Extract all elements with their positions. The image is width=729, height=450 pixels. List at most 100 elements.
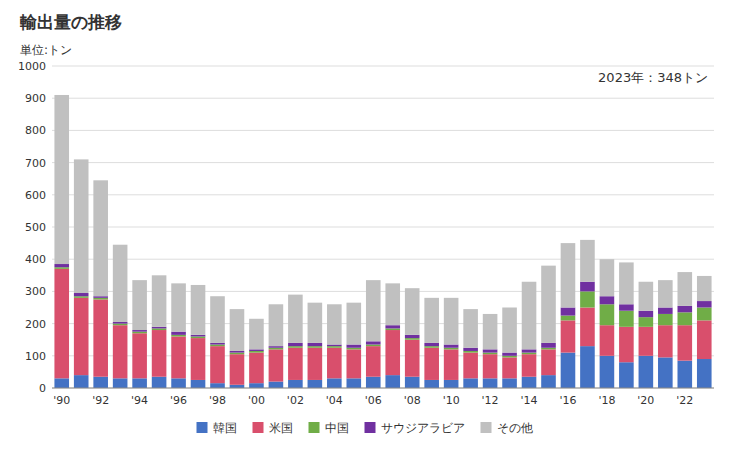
bar-segment: 米国: 90: [346, 349, 361, 378]
bar-segment: 中国: 5: [54, 267, 69, 269]
bar-segment: 韓国: 100: [639, 356, 654, 388]
bar-segment: 米国: 95: [600, 325, 615, 356]
bar-segment: その他: 190: [366, 280, 381, 341]
bar-segment: 中国: 5: [346, 348, 361, 350]
bar-segment: その他: 155: [191, 285, 206, 335]
bar-segment: 中国: 5: [522, 353, 537, 355]
bar-segment: サウジアラビア: 10: [424, 343, 439, 346]
y-tick-label: 600: [25, 189, 46, 202]
bar-segment: その他: 125: [308, 303, 323, 343]
bar-segment: その他: 90: [639, 282, 654, 311]
legend-item: 米国: [253, 421, 293, 435]
bar-segment: 米国: 95: [230, 354, 245, 385]
bar-segment: サウジアラビア: 10: [483, 349, 498, 352]
bar-segment: サウジアラビア: 10: [74, 293, 89, 296]
bar-segment: サウジアラビア: 30: [580, 282, 595, 292]
bar-segment: サウジアラビア: 10: [405, 335, 420, 338]
bar-segment: 米国: 110: [677, 325, 692, 360]
bar-segment: サウジアラビア: 10: [54, 264, 69, 267]
x-tick-label: '10: [443, 394, 460, 407]
bar-segment: 韓国: 35: [405, 377, 420, 388]
legend-item: 韓国: [197, 421, 237, 435]
bar-segment: サウジアラビア: 10: [171, 332, 186, 335]
bar-segment: その他: 145: [210, 296, 225, 343]
bar-segment: 中国: 5: [541, 348, 556, 350]
bar-segment: その他: 200: [561, 243, 576, 307]
bar-segment: サウジアラビア: 10: [346, 345, 361, 348]
y-tick-label: 500: [25, 221, 46, 234]
bar-segment: 韓国: 30: [54, 378, 69, 388]
bar-segment: サウジアラビア: 10: [444, 345, 459, 348]
bar-segment: 韓国: 110: [561, 353, 576, 388]
bar-segment: 韓国: 25: [308, 380, 323, 388]
bar-segment: 韓国: 80: [619, 362, 634, 388]
bar-segment: その他: 105: [677, 272, 692, 306]
bar-segment: サウジアラビア: 20: [658, 308, 673, 314]
x-tick-label: '22: [676, 394, 693, 407]
bar-segment: 韓国: 95: [658, 357, 673, 388]
bar-segment: その他: 415: [74, 159, 89, 293]
bar-segment: 中国: 5: [249, 351, 264, 353]
x-tick-label: '00: [248, 394, 265, 407]
bar-segment: その他: 130: [346, 303, 361, 345]
bar-segment: 中国: 5: [424, 346, 439, 348]
grid-line: [52, 227, 714, 228]
x-tick-label: '02: [287, 394, 304, 407]
bar-segment: 中国: 35: [658, 314, 673, 325]
bar-segment: 韓国: 100: [600, 356, 615, 388]
x-tick-label: '16: [559, 394, 576, 407]
bar-segment: 米国: 140: [132, 333, 147, 378]
bar-segment: その他: 130: [230, 309, 245, 351]
bar-segment: その他: 155: [132, 280, 147, 330]
bar-segment: 中国: 5: [171, 335, 186, 337]
x-tick-label: '08: [404, 394, 421, 407]
bar-segment: その他: 140: [502, 308, 517, 353]
grid-line: [52, 355, 714, 356]
y-tick-label: 300: [25, 285, 46, 298]
x-tick-label: '20: [637, 394, 654, 407]
bar-segment: サウジアラビア: 10: [385, 325, 400, 328]
bar-segment: 米国: 95: [249, 353, 264, 384]
bar-segment: 米国: 130: [191, 338, 206, 380]
grid: [52, 66, 714, 388]
bar-segment: サウジアラビア: 5: [210, 343, 225, 345]
bar-segment: 米国: 130: [171, 336, 186, 378]
bar-segment: 韓国: 40: [74, 375, 89, 388]
bar-segment: 中国: 5: [191, 336, 206, 338]
bar-segment: 中国: 50: [619, 311, 634, 327]
bar-segment: サウジアラビア: 5: [93, 296, 108, 298]
x-tick-label: '14: [521, 394, 538, 407]
bar-segment: サウジアラビア: 10: [463, 348, 478, 351]
bar-segment: その他: 160: [152, 275, 167, 327]
bar-segment: 韓国: 30: [327, 378, 342, 388]
bar-segment: サウジアラビア: 5: [269, 346, 284, 348]
bar-segment: 韓国: 25: [444, 380, 459, 388]
bar-segment: 米国: 100: [424, 348, 439, 380]
legend-swatch: [365, 422, 376, 433]
bar-segment: 中国: 30: [639, 317, 654, 327]
chart: 輸出量の推移単位:トン01002003004005006007008009001…: [0, 0, 729, 450]
bar-segment: サウジアラビア: 25: [600, 296, 615, 304]
bar-segment: 中国: 5: [210, 345, 225, 347]
bar-segment: サウジアラビア: 10: [308, 343, 323, 346]
bar-segment: 中国: 5: [385, 328, 400, 330]
bar-segment: 米国: 80: [541, 349, 556, 375]
bar-segment: 米国: 240: [93, 299, 108, 376]
bar-segment: 韓国: 25: [288, 380, 303, 388]
y-tick-label: 800: [25, 124, 46, 137]
bar-segment: 中国: 5: [463, 351, 478, 353]
grid-line: [52, 291, 714, 292]
legend-label: 韓国: [213, 421, 237, 435]
y-tick-label: 1000: [18, 60, 46, 73]
bar-segment: サウジアラビア: 10: [366, 341, 381, 344]
bar-segment: 米国: 115: [405, 340, 420, 377]
bar-segment: 米国: 95: [444, 349, 459, 380]
bar-segment: 韓国: 25: [191, 380, 206, 388]
bar-segment: 米国: 100: [308, 348, 323, 380]
bar-segment: サウジアラビア: 20: [639, 311, 654, 317]
bar-segment: 米国: 115: [210, 346, 225, 383]
y-tick-label: 700: [25, 157, 46, 170]
grid-line: [52, 194, 714, 195]
bar-segment: 韓国: 35: [522, 377, 537, 388]
bar-segment: 米国: 95: [366, 346, 381, 377]
